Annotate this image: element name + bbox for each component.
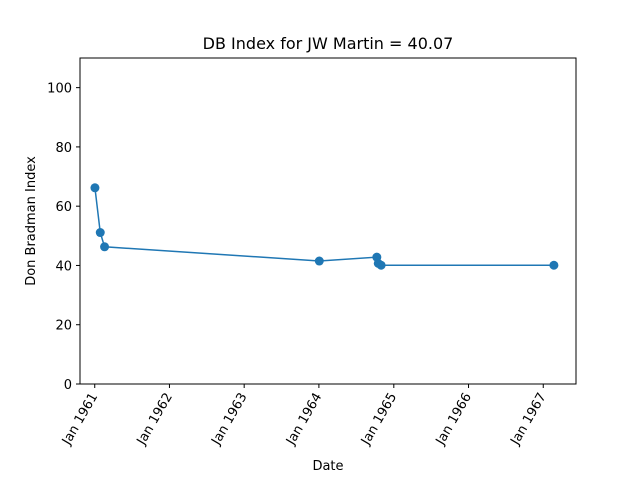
axes-frame bbox=[79, 57, 577, 385]
y-axis-label: Don Bradman Index bbox=[24, 156, 39, 286]
y-tick-label: 100 bbox=[47, 82, 72, 97]
data-point bbox=[90, 183, 100, 193]
chart-title: DB Index for JW Martin = 40.07 bbox=[203, 34, 454, 53]
y-tick-label: 60 bbox=[55, 200, 72, 215]
y-tick-label: 40 bbox=[55, 259, 72, 274]
y-tick-label: 20 bbox=[55, 319, 72, 334]
y-tick-label: 0 bbox=[64, 378, 72, 393]
data-point bbox=[376, 260, 386, 270]
data-point bbox=[95, 228, 105, 238]
data-point bbox=[314, 256, 324, 266]
x-axis-label: Date bbox=[312, 459, 343, 474]
plot-area bbox=[90, 183, 559, 270]
y-tick-label: 80 bbox=[55, 141, 72, 156]
data-point bbox=[100, 242, 110, 252]
data-point bbox=[549, 260, 559, 270]
